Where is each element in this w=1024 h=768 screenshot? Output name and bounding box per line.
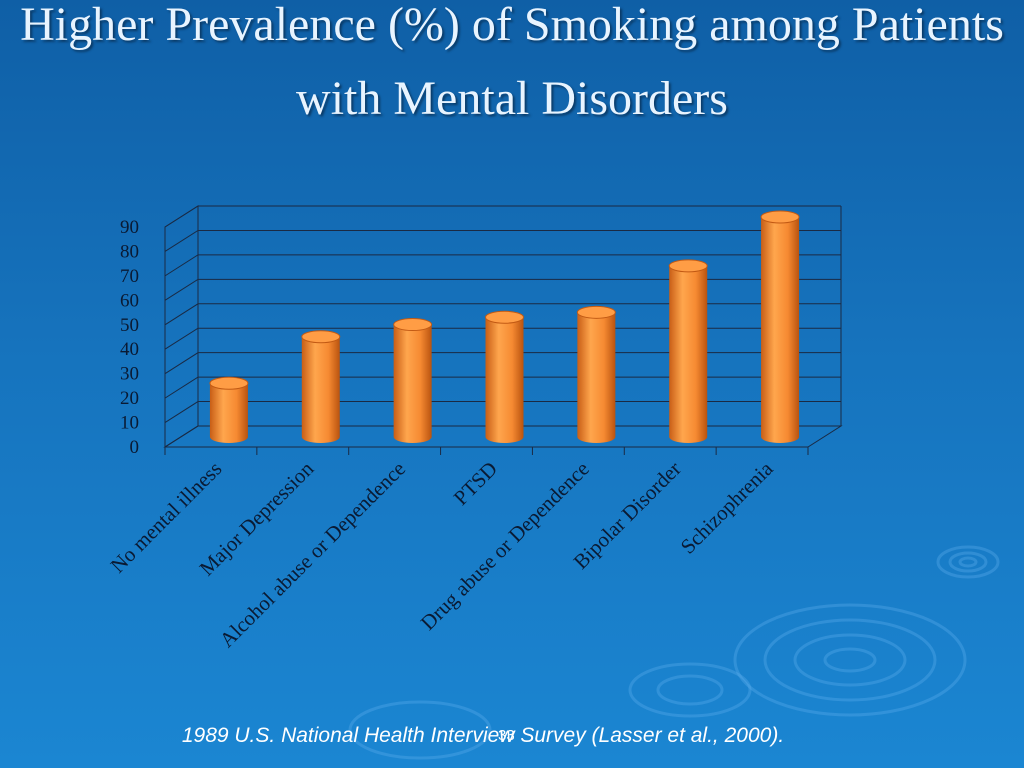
gridline bbox=[164, 303, 841, 326]
bar-cap bbox=[668, 259, 708, 273]
bar-body bbox=[485, 317, 524, 443]
bar-cap bbox=[393, 318, 433, 332]
gridline bbox=[164, 254, 841, 277]
gridline bbox=[164, 401, 841, 423]
y-tick-label: 20 bbox=[120, 388, 139, 409]
y-tick-label: 60 bbox=[120, 290, 139, 311]
y-tick-label: 50 bbox=[120, 315, 139, 336]
y-tick-label: 30 bbox=[120, 364, 139, 385]
bar-cap bbox=[485, 310, 524, 324]
gridline bbox=[164, 327, 841, 350]
side-wall bbox=[164, 205, 199, 448]
bar-cap bbox=[760, 210, 800, 224]
bar-bipolar-disorder bbox=[668, 259, 708, 443]
y-tick-label: 10 bbox=[120, 413, 139, 434]
bar-alcohol-abuse-or-dependence bbox=[393, 318, 433, 443]
y-tick-label: 0 bbox=[130, 437, 140, 458]
gridline bbox=[164, 352, 841, 375]
slide-number: 33 bbox=[498, 727, 515, 744]
gridline bbox=[164, 205, 841, 228]
x-tick-label: Alcohol abuse or Dependence bbox=[215, 457, 411, 653]
gridline bbox=[164, 278, 841, 301]
bar-major-depression bbox=[301, 330, 341, 443]
bar-ptsd bbox=[485, 310, 524, 443]
bar-cap bbox=[209, 376, 249, 390]
bar-body bbox=[577, 312, 616, 443]
y-tick-label: 40 bbox=[120, 339, 139, 360]
bar-schizophrenia bbox=[760, 210, 800, 443]
y-tick-label: 80 bbox=[120, 241, 139, 262]
bar-cap bbox=[301, 330, 341, 344]
bar-drug-abuse-or-dependence bbox=[576, 305, 616, 443]
y-tick-label: 90 bbox=[120, 217, 139, 238]
y-tick-label: 70 bbox=[120, 266, 139, 287]
x-tick-label: PTSD bbox=[449, 457, 502, 510]
x-tick-label: Schizophrenia bbox=[676, 456, 778, 558]
slide-title: Higher Prevalence (%) of Smoking among P… bbox=[20, 0, 1004, 125]
x-tick-label: Drug abuse or Dependence bbox=[416, 457, 594, 635]
bar-body bbox=[761, 217, 800, 443]
gridline bbox=[164, 229, 841, 252]
source-citation: 1989 U.S. National Health Interview Surv… bbox=[181, 724, 785, 747]
bar-cap bbox=[576, 305, 616, 319]
bar-body bbox=[393, 324, 432, 443]
bar-body bbox=[209, 383, 248, 443]
bar-no-mental-illness bbox=[209, 376, 249, 443]
gridline bbox=[164, 425, 841, 448]
bar-body bbox=[669, 265, 708, 443]
bar-body bbox=[301, 336, 340, 443]
gridline bbox=[164, 376, 841, 399]
